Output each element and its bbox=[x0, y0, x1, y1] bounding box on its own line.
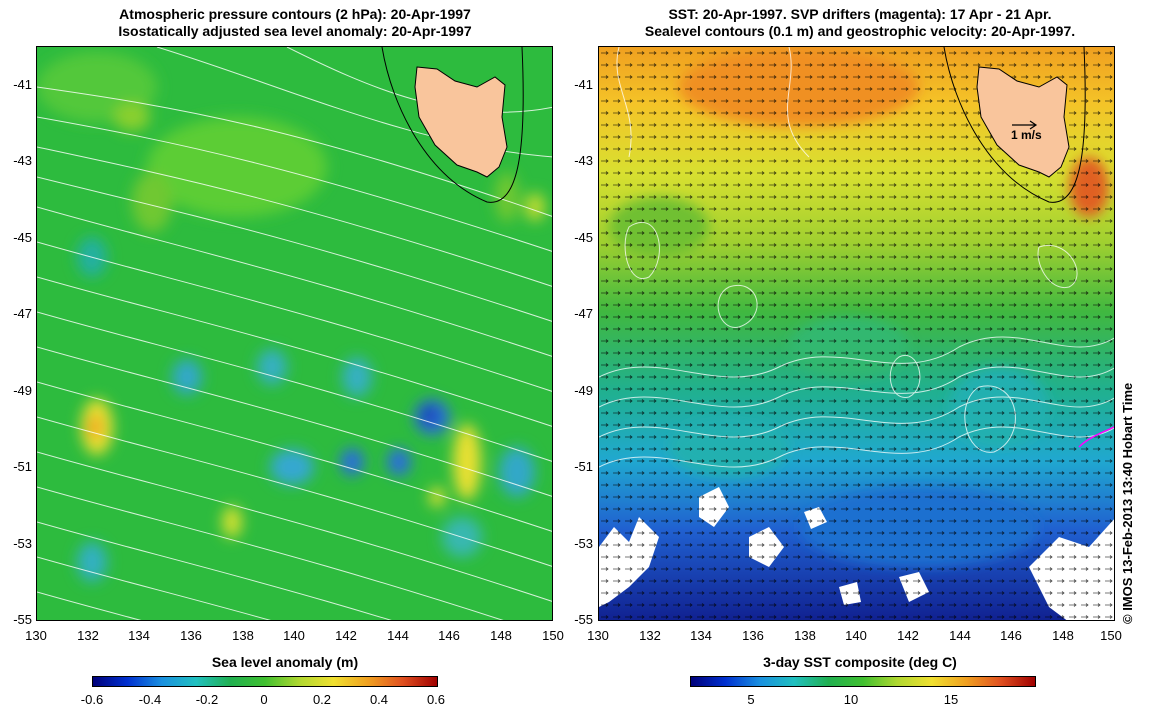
left-colorbar-tick: -0.6 bbox=[80, 692, 104, 707]
right-lon-tick: 130 bbox=[587, 628, 609, 643]
right-title: SST: 20-Apr-1997. SVP drifters (magenta)… bbox=[590, 6, 1130, 40]
left-title: Atmospheric pressure contours (2 hPa): 2… bbox=[30, 6, 560, 40]
left-lat-tick: -41 bbox=[13, 77, 32, 92]
left-title-line2: Isostatically adjusted sea level anomaly… bbox=[118, 23, 472, 39]
left-lon-tick: 132 bbox=[77, 628, 99, 643]
left-colorbar-tick: -0.4 bbox=[138, 692, 162, 707]
right-lon-tick: 134 bbox=[690, 628, 712, 643]
right-lon-tick: 136 bbox=[742, 628, 764, 643]
tasmania-land bbox=[976, 66, 1070, 178]
left-lon-tick: 148 bbox=[490, 628, 512, 643]
right-lat-tick: -51 bbox=[574, 459, 593, 474]
shelf-contour bbox=[943, 47, 1086, 203]
left-colorbar-title: Sea level anomaly (m) bbox=[211, 654, 359, 670]
right-colorbar-tick: 15 bbox=[943, 692, 959, 707]
left-lon-tick: 140 bbox=[283, 628, 305, 643]
velocity-scale-arrow-icon bbox=[1012, 120, 1038, 130]
right-lat-tick: -45 bbox=[574, 230, 593, 245]
right-lon-tick: 150 bbox=[1100, 628, 1122, 643]
right-lat-tick: -53 bbox=[574, 536, 593, 551]
right-lon-tick: 144 bbox=[949, 628, 971, 643]
right-lat-tick: -43 bbox=[574, 153, 593, 168]
right-lon-tick: 138 bbox=[794, 628, 816, 643]
right-colorbar-tick: 5 bbox=[747, 692, 755, 707]
left-lat-tick: -51 bbox=[13, 459, 32, 474]
left-lon-tick: 144 bbox=[387, 628, 409, 643]
right-lat-tick: -49 bbox=[574, 383, 593, 398]
sst-map: 1 m/s bbox=[598, 46, 1115, 621]
right-lon-tick: 146 bbox=[1000, 628, 1022, 643]
left-lat-tick: -45 bbox=[13, 230, 32, 245]
left-lon-tick: 142 bbox=[335, 628, 357, 643]
left-lon-tick: 146 bbox=[438, 628, 460, 643]
right-title-line2: Sealevel contours (0.1 m) and geostrophi… bbox=[644, 23, 1076, 39]
left-lat-tick: -47 bbox=[13, 306, 32, 321]
left-lon-tick: 134 bbox=[128, 628, 150, 643]
sla-map bbox=[36, 46, 553, 621]
right-colorbar-tick: 10 bbox=[843, 692, 859, 707]
sealevel-contours bbox=[599, 47, 1114, 468]
right-lat-tick: -41 bbox=[574, 77, 593, 92]
sla-map-canvas bbox=[37, 47, 552, 620]
sst-colorbar bbox=[690, 676, 1036, 687]
sla-colorbar bbox=[92, 676, 438, 687]
sst-map-canvas: 1 m/s bbox=[599, 47, 1114, 620]
right-lon-tick: 142 bbox=[897, 628, 919, 643]
svp-drifter-track bbox=[1078, 426, 1114, 448]
left-colorbar-tick: -0.2 bbox=[195, 692, 219, 707]
left-lat-tick: -49 bbox=[13, 383, 32, 398]
imos-credit: © IMOS 13-Feb-2013 13:40 Hobart Time bbox=[1120, 382, 1135, 624]
left-lat-tick: -55 bbox=[13, 612, 32, 627]
shelf-contour bbox=[381, 47, 524, 203]
left-title-line1: Atmospheric pressure contours (2 hPa): 2… bbox=[119, 6, 471, 22]
left-colorbar-tick: 0.2 bbox=[312, 692, 332, 707]
left-colorbar-tick: 0.6 bbox=[426, 692, 446, 707]
left-lon-tick: 130 bbox=[25, 628, 47, 643]
right-colorbar-title: 3-day SST composite (deg C) bbox=[763, 654, 957, 670]
right-lon-tick: 148 bbox=[1052, 628, 1074, 643]
right-lon-tick: 140 bbox=[845, 628, 867, 643]
right-title-line1: SST: 20-Apr-1997. SVP drifters (magenta)… bbox=[668, 6, 1052, 22]
right-lon-tick: 132 bbox=[639, 628, 661, 643]
left-lat-tick: -43 bbox=[13, 153, 32, 168]
velocity-scale-label: 1 m/s bbox=[1011, 128, 1042, 142]
left-lon-tick: 138 bbox=[232, 628, 254, 643]
left-colorbar-tick: 0 bbox=[260, 692, 268, 707]
right-lat-tick: -47 bbox=[574, 306, 593, 321]
right-lat-tick: -55 bbox=[574, 612, 593, 627]
left-lon-tick: 150 bbox=[542, 628, 564, 643]
left-lon-tick: 136 bbox=[180, 628, 202, 643]
pressure-contours bbox=[37, 47, 552, 620]
left-colorbar-tick: 0.4 bbox=[369, 692, 389, 707]
left-lat-tick: -53 bbox=[13, 536, 32, 551]
tasmania-land bbox=[414, 66, 508, 178]
